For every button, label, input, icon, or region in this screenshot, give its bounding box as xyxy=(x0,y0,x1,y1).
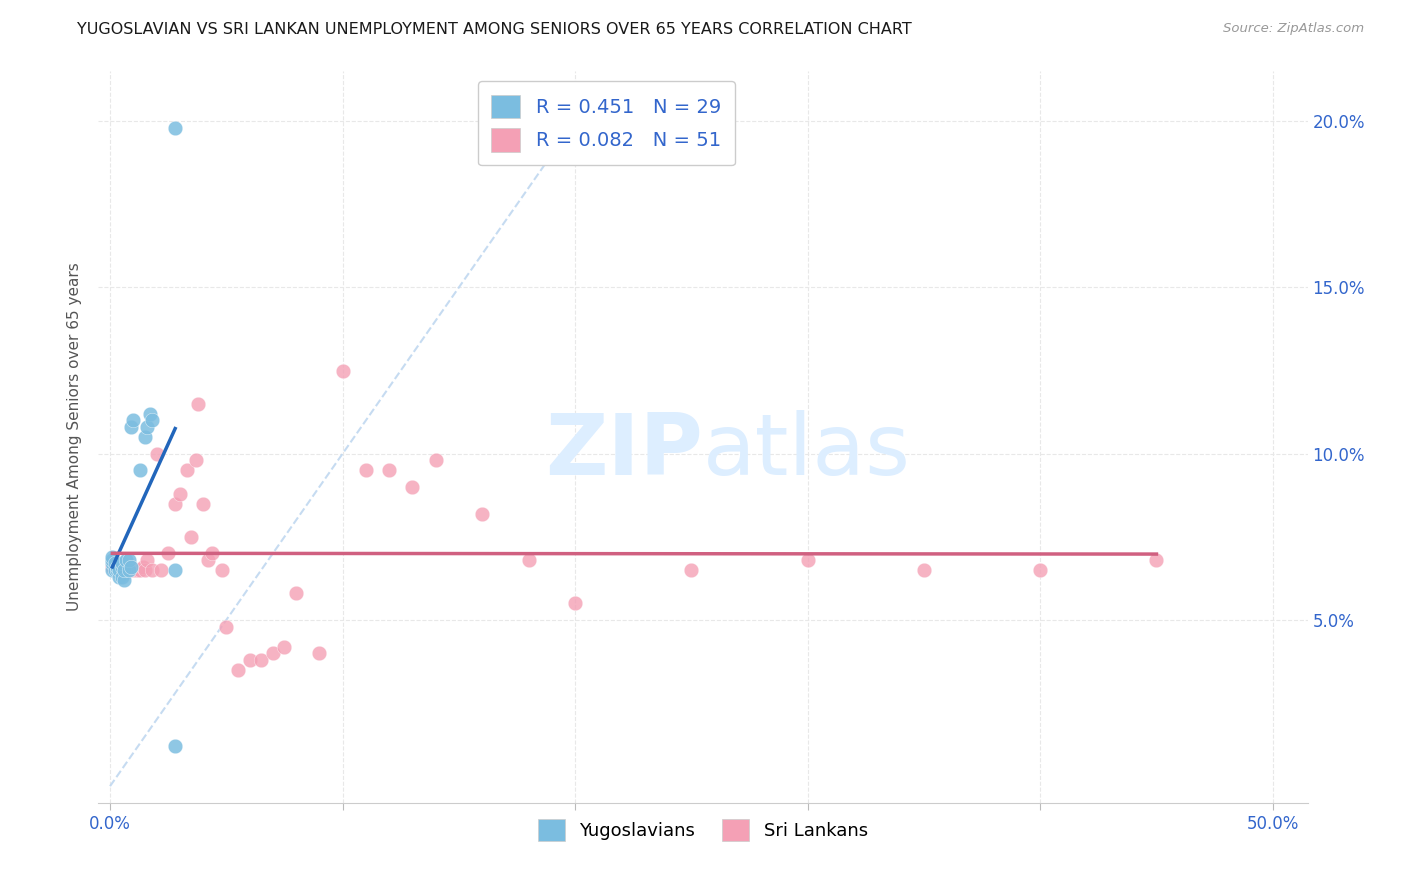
Point xyxy=(111,557,134,571)
Point xyxy=(401,480,423,494)
Point xyxy=(118,563,141,577)
Point xyxy=(111,570,134,584)
Point xyxy=(122,413,145,427)
Text: Source: ZipAtlas.com: Source: ZipAtlas.com xyxy=(1223,22,1364,36)
Point xyxy=(165,120,187,135)
Point xyxy=(129,563,152,577)
Point xyxy=(378,463,401,477)
Point xyxy=(111,566,134,581)
Point xyxy=(108,563,131,577)
Point xyxy=(141,563,163,577)
Point xyxy=(157,546,180,560)
Point xyxy=(120,420,142,434)
Y-axis label: Unemployment Among Seniors over 65 years: Unemployment Among Seniors over 65 years xyxy=(67,263,83,611)
Point xyxy=(201,546,224,560)
Point xyxy=(105,559,128,574)
Point xyxy=(262,646,284,660)
Point xyxy=(1029,563,1052,577)
Text: atlas: atlas xyxy=(703,410,911,493)
Point xyxy=(145,447,167,461)
Point xyxy=(136,553,159,567)
Point xyxy=(120,559,142,574)
Point xyxy=(169,486,191,500)
Point xyxy=(108,559,131,574)
Point xyxy=(134,430,156,444)
Point xyxy=(111,559,134,574)
Point xyxy=(681,563,703,577)
Point xyxy=(101,559,124,574)
Point xyxy=(308,646,330,660)
Point xyxy=(285,586,308,600)
Point xyxy=(118,553,141,567)
Point xyxy=(226,663,249,677)
Point xyxy=(112,566,135,581)
Point xyxy=(101,549,124,564)
Point xyxy=(912,563,935,577)
Point xyxy=(115,563,138,577)
Point xyxy=(129,463,152,477)
Point xyxy=(176,463,198,477)
Point xyxy=(124,563,146,577)
Point xyxy=(165,563,187,577)
Point xyxy=(191,497,214,511)
Point xyxy=(239,653,262,667)
Point xyxy=(134,563,156,577)
Point xyxy=(112,563,135,577)
Point xyxy=(120,559,142,574)
Point xyxy=(104,557,127,571)
Point xyxy=(105,563,128,577)
Point xyxy=(122,563,145,577)
Point xyxy=(211,563,233,577)
Point xyxy=(104,563,127,577)
Point xyxy=(197,553,219,567)
Point xyxy=(141,413,163,427)
Point xyxy=(101,563,124,577)
Point xyxy=(108,570,131,584)
Point xyxy=(127,563,149,577)
Point xyxy=(517,553,540,567)
Point xyxy=(187,397,209,411)
Point xyxy=(332,363,354,377)
Point xyxy=(184,453,207,467)
Point xyxy=(118,559,141,574)
Text: YUGOSLAVIAN VS SRI LANKAN UNEMPLOYMENT AMONG SENIORS OVER 65 YEARS CORRELATION C: YUGOSLAVIAN VS SRI LANKAN UNEMPLOYMENT A… xyxy=(77,22,912,37)
Point xyxy=(115,553,138,567)
Point xyxy=(250,653,273,667)
Point xyxy=(273,640,295,654)
Point xyxy=(471,507,494,521)
Point xyxy=(180,530,202,544)
Point xyxy=(112,573,135,587)
Point xyxy=(101,553,124,567)
Point xyxy=(165,739,187,754)
Point xyxy=(564,596,586,610)
Point xyxy=(165,497,187,511)
Point xyxy=(131,559,153,574)
Point xyxy=(796,553,818,567)
Point xyxy=(105,563,128,577)
Point xyxy=(136,420,159,434)
Point xyxy=(138,407,160,421)
Point xyxy=(425,453,447,467)
Text: ZIP: ZIP xyxy=(546,410,703,493)
Point xyxy=(1144,553,1167,567)
Point xyxy=(104,557,127,571)
Point xyxy=(101,557,124,571)
Point xyxy=(354,463,377,477)
Legend: Yugoslavians, Sri Lankans: Yugoslavians, Sri Lankans xyxy=(530,812,876,848)
Point xyxy=(150,563,173,577)
Point xyxy=(215,619,238,633)
